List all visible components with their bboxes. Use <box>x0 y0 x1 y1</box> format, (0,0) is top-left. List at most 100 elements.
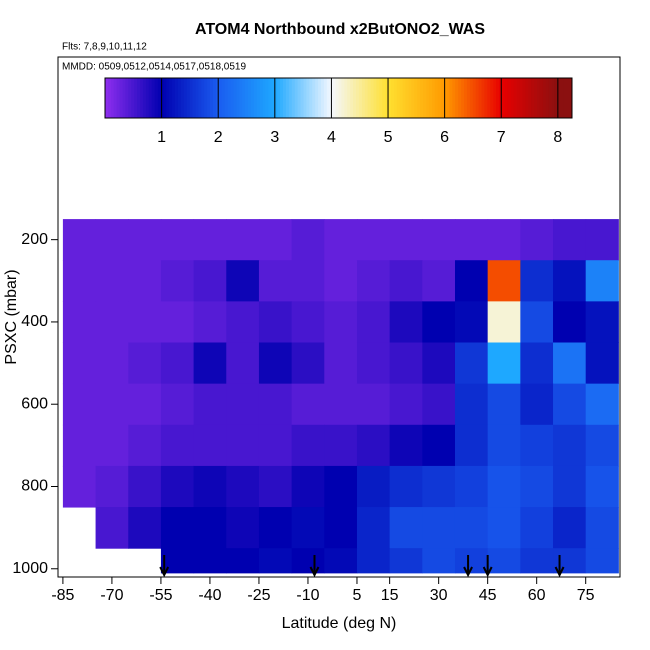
heatmap-cell <box>520 507 554 549</box>
x-tick-label: 5 <box>353 587 362 604</box>
heatmap-cell <box>193 342 227 385</box>
heatmap-cell <box>160 507 195 549</box>
colorbar-tick-label: 2 <box>214 129 223 146</box>
colorbar-swatch <box>399 78 404 118</box>
colorbar-swatch <box>107 78 112 118</box>
arrow <box>554 555 565 578</box>
colorbar-swatch <box>516 78 520 118</box>
heatmap-cell <box>291 219 325 261</box>
heatmap-cell <box>454 465 489 508</box>
x-tick-label: -85 <box>51 587 74 604</box>
heatmap-cell <box>226 301 260 344</box>
heatmap-cell <box>520 424 554 467</box>
heatmap-cell <box>160 465 195 508</box>
heatmap-cell <box>193 301 227 344</box>
heatmap-cell <box>389 548 423 574</box>
colorbar-swatch <box>373 78 377 118</box>
heatmap-cell <box>585 424 619 467</box>
heatmap-cell <box>128 342 162 385</box>
colorbar-swatch <box>484 78 488 118</box>
heatmap-cell <box>258 465 293 508</box>
colorbar-swatch <box>297 78 301 118</box>
colorbar-swatch <box>420 78 424 118</box>
colorbar-swatch <box>560 78 564 118</box>
colorbar-swatch <box>262 78 266 118</box>
colorbar-swatch <box>189 78 193 118</box>
heatmap-cell <box>356 301 391 344</box>
heatmap-cell <box>62 219 97 261</box>
colorbar-swatch <box>175 78 179 118</box>
heatmap-cell <box>454 260 489 302</box>
colorbar-swatch <box>452 78 456 118</box>
heatmap-cell <box>128 383 162 426</box>
colorbar-tick-label: 6 <box>440 129 449 146</box>
colorbar-swatch <box>563 78 567 118</box>
x-tick-label: -40 <box>198 587 221 604</box>
heatmap-cell <box>389 424 423 467</box>
heatmap-cell <box>520 260 554 302</box>
colorbar-swatch <box>501 78 506 118</box>
heatmap-cell <box>193 548 227 574</box>
heatmap-cell <box>95 507 129 549</box>
colorbar-swatch <box>361 78 366 118</box>
colorbar-swatch <box>356 78 360 118</box>
heatmap-cell <box>520 465 554 508</box>
heatmap-cell <box>553 383 587 426</box>
x-tick-label: 45 <box>479 587 497 604</box>
colorbar-swatch <box>426 78 430 118</box>
colorbar-swatch <box>125 78 129 118</box>
colorbar-swatch <box>461 78 465 118</box>
heatmap-cell <box>62 383 97 426</box>
heatmap-cell <box>226 507 260 549</box>
colorbar-swatch <box>218 78 223 118</box>
colorbar-swatch <box>177 78 182 118</box>
heatmap-cell <box>389 507 423 549</box>
heatmap-cell <box>422 301 456 344</box>
colorbar-swatch <box>566 78 570 118</box>
arrow <box>463 555 473 578</box>
colorbar-swatch <box>239 78 243 118</box>
colorbar-swatch <box>513 78 517 118</box>
colorbar-swatch <box>522 78 526 118</box>
heatmap-cell <box>128 465 162 508</box>
heatmap-cell <box>258 424 293 467</box>
x-tick-label: 30 <box>430 587 448 604</box>
heatmap-cell <box>62 424 97 467</box>
colorbar-swatch <box>204 78 208 118</box>
heatmap-cell <box>62 465 97 508</box>
heatmap-cell <box>95 301 129 344</box>
colorbar-swatch <box>437 78 442 118</box>
colorbar-swatch <box>519 78 523 118</box>
colorbar-swatch <box>382 78 386 118</box>
colorbar-swatch <box>245 78 249 118</box>
colorbar-swatch <box>449 78 453 118</box>
heatmap-cell <box>422 548 456 574</box>
x-axis-label: Latitude (deg N) <box>282 615 397 632</box>
colorbar-swatch <box>423 78 427 118</box>
subtitle: Flts: 7,8,9,10,11,12 <box>62 42 147 53</box>
colorbar-swatch <box>464 78 468 118</box>
x-tick-label: -25 <box>247 587 270 604</box>
colorbar-swatch <box>253 78 258 118</box>
heatmap-cell <box>389 383 423 426</box>
heatmap-cell <box>553 219 587 261</box>
colorbar-swatch <box>180 78 185 118</box>
heatmap-cell <box>585 465 619 508</box>
colorbar-swatch <box>493 78 497 118</box>
heatmap-cell <box>160 383 195 426</box>
heatmap-cell <box>128 219 162 261</box>
colorbar-swatch <box>428 78 433 118</box>
heatmap-cell <box>95 342 129 385</box>
heatmap-cell <box>389 219 423 261</box>
heatmap-cell <box>226 424 260 467</box>
heatmap-cell <box>95 424 129 467</box>
colorbar-swatch <box>408 78 412 118</box>
colorbar-swatch <box>309 78 313 118</box>
heatmap-cell <box>553 465 587 508</box>
heatmap-cell <box>291 424 325 467</box>
heatmap-cell <box>193 383 227 426</box>
heatmap-cell <box>193 507 227 549</box>
colorbar-swatch <box>478 78 482 118</box>
heatmap-cell <box>520 301 554 344</box>
colorbar-swatch <box>274 78 278 118</box>
